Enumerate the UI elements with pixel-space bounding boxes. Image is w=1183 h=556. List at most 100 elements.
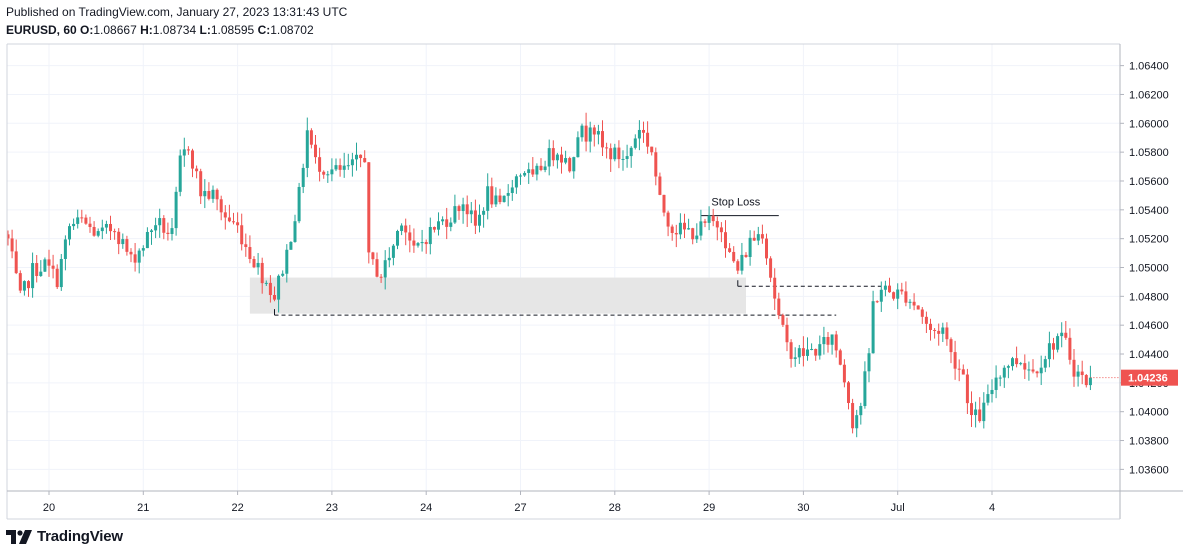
candle-body xyxy=(150,230,153,232)
y-tick-label: 1.06200 xyxy=(1129,89,1169,101)
candle-body xyxy=(498,195,502,203)
candle-body xyxy=(875,301,879,303)
candle-body xyxy=(1035,371,1039,374)
last-price-badge xyxy=(1121,369,1178,386)
candle-body xyxy=(482,210,486,215)
candle-body xyxy=(359,154,363,159)
candle-body xyxy=(883,285,887,290)
candle-body xyxy=(191,150,194,169)
candle-body xyxy=(879,289,883,302)
candle-body xyxy=(55,268,59,288)
candle-body xyxy=(547,148,551,167)
candle-body xyxy=(88,223,92,227)
candle-body xyxy=(76,217,80,224)
candle-body xyxy=(1052,343,1055,350)
candle-body xyxy=(810,348,814,350)
candle-body xyxy=(814,348,818,356)
candle-body xyxy=(601,131,604,148)
y-tick-label: 1.06400 xyxy=(1129,61,1169,73)
candle-body xyxy=(59,258,63,288)
candle-body xyxy=(986,394,990,403)
candle-body xyxy=(133,254,137,263)
candle-body xyxy=(859,406,863,416)
candle-body xyxy=(818,344,822,356)
candle-body xyxy=(793,357,797,359)
candle-body xyxy=(949,339,953,353)
x-tick-label: 22 xyxy=(231,502,243,514)
candle-body xyxy=(18,273,22,291)
candle-body xyxy=(387,257,391,261)
candle-body xyxy=(1031,369,1035,372)
candle-body xyxy=(523,172,527,176)
candle-body xyxy=(285,249,289,274)
candle-body xyxy=(121,239,125,245)
candle-body xyxy=(588,127,592,142)
candle-body xyxy=(334,165,338,170)
candle-body xyxy=(309,130,313,145)
candle-body xyxy=(273,295,276,300)
candle-body xyxy=(957,368,961,370)
candle-body xyxy=(379,276,383,278)
candle-body xyxy=(642,129,645,133)
candle-body xyxy=(1084,375,1088,386)
x-tick-label: 4 xyxy=(989,502,995,514)
candle-body xyxy=(355,154,358,160)
candle-body xyxy=(527,169,531,173)
candle-body xyxy=(531,169,535,175)
candle-body xyxy=(473,210,477,226)
candle-body xyxy=(965,374,969,404)
candle-body xyxy=(453,206,457,223)
candle-body xyxy=(104,223,108,228)
candle-body xyxy=(691,228,695,240)
candle-body xyxy=(1015,358,1019,365)
candle-body xyxy=(699,221,703,236)
candle-body xyxy=(244,244,248,248)
candle-body xyxy=(736,261,740,271)
candle-body xyxy=(674,232,678,235)
candle-body xyxy=(613,147,617,160)
candle-body xyxy=(326,174,330,176)
candle-body xyxy=(933,329,937,331)
candle-body xyxy=(970,403,973,416)
stop-loss-label: Stop Loss xyxy=(711,197,760,209)
time-axis[interactable]: 20 21 22 23 24 27 28 29 30 Jul 4 xyxy=(43,491,995,514)
candle-body xyxy=(1060,332,1064,337)
candle-body xyxy=(490,186,494,205)
candle-body xyxy=(769,258,773,278)
candle-body xyxy=(375,259,379,277)
candle-body xyxy=(978,409,982,422)
candle-body xyxy=(416,243,420,246)
candle-body xyxy=(268,282,272,296)
candle-body xyxy=(851,403,855,429)
demand-zone[interactable] xyxy=(249,277,746,314)
candle-body xyxy=(941,327,945,334)
candle-body xyxy=(346,165,350,167)
candle-body xyxy=(847,382,850,404)
last-price-value: 1.04236 xyxy=(1128,373,1168,385)
price-axis[interactable]: 1.06400 1.06200 1.06000 1.05800 1.05600 1.054… xyxy=(1120,61,1169,477)
candle-body xyxy=(428,227,432,245)
high-value: 1.08734 xyxy=(152,23,197,37)
candle-body xyxy=(215,189,219,200)
candle-body xyxy=(670,226,674,233)
annotation-layer: Stop Loss xyxy=(249,197,882,316)
candle-body xyxy=(141,248,145,251)
candle-body xyxy=(609,148,613,160)
candle-body xyxy=(432,227,436,230)
candle-body xyxy=(916,305,920,310)
candle-body xyxy=(109,223,112,232)
low-value: 1.08595 xyxy=(210,23,255,37)
symbol-ohlc-line: EURUSD, 60 O:1.08667 H:1.08734 L:1.08595… xyxy=(6,23,314,37)
candle-body xyxy=(449,222,453,227)
candle-body xyxy=(1047,343,1051,360)
candle-body xyxy=(301,167,305,187)
y-tick-label: 1.04600 xyxy=(1129,320,1169,332)
candle-body xyxy=(252,259,256,268)
candle-body xyxy=(654,152,658,177)
tradingview-brand[interactable]: TradingView xyxy=(6,528,123,545)
candle-body xyxy=(678,222,682,235)
candle-body xyxy=(535,165,539,175)
candle-body xyxy=(457,206,461,212)
candle-body xyxy=(715,221,719,228)
